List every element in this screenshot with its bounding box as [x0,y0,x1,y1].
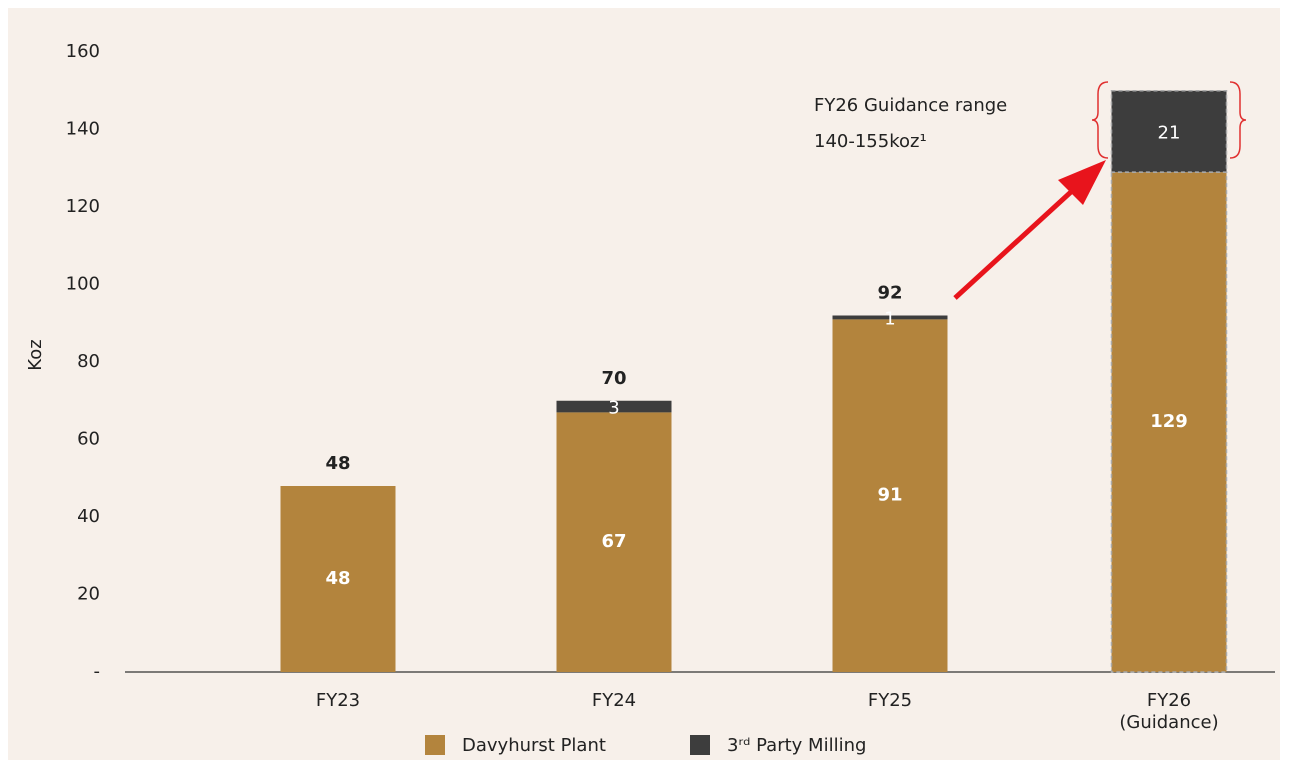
data-label: 129 [1150,411,1188,432]
bar-segment [832,315,948,320]
total-label: 48 [325,453,350,474]
data-label: 67 [601,531,626,552]
x-tick-label: FY23 [315,690,361,711]
brace [1091,81,1109,159]
bar-segment [556,400,672,413]
y-tick-label: 20 [77,584,100,605]
y-tick-label: 60 [77,429,100,450]
data-label: 21 [1158,122,1181,143]
brace [1229,81,1247,159]
y-tick-label: - [94,661,101,682]
bar-segment [832,319,948,672]
legend-swatch [690,735,710,755]
legend-label: 3ʳᵈ Party Milling [727,735,866,756]
bar-segment [280,486,396,672]
annotation: 140-155koz¹ [814,131,927,152]
bar-segment [556,412,672,672]
y-tick-label: 160 [66,41,100,62]
data-label: 3 [608,398,619,419]
x-tick-label: FY25 [867,690,913,711]
data-label: 91 [877,485,902,506]
y-tick-label: 100 [66,274,100,295]
arrow-head [1058,160,1106,205]
y-tick-label: 80 [77,351,100,372]
data-label: 48 [325,568,350,589]
arrow-shaft [953,189,1074,300]
total-label: 70 [601,368,626,389]
annotation: FY26 Guidance range [814,95,1007,116]
y-axis-label: Koz [25,339,46,370]
data-label: 1 [884,308,895,329]
x-tick-label: FY26 (Guidance) [1119,690,1219,733]
y-tick-label: 120 [66,196,100,217]
legend-swatch [425,735,445,755]
legend-label: Davyhurst Plant [462,735,606,756]
y-tick-label: 140 [66,119,100,140]
total-label: 92 [877,283,902,304]
bar-segment [1110,171,1228,673]
x-tick-label: FY24 [591,690,637,711]
y-tick-label: 40 [77,506,100,527]
bar-segment [1110,90,1228,173]
